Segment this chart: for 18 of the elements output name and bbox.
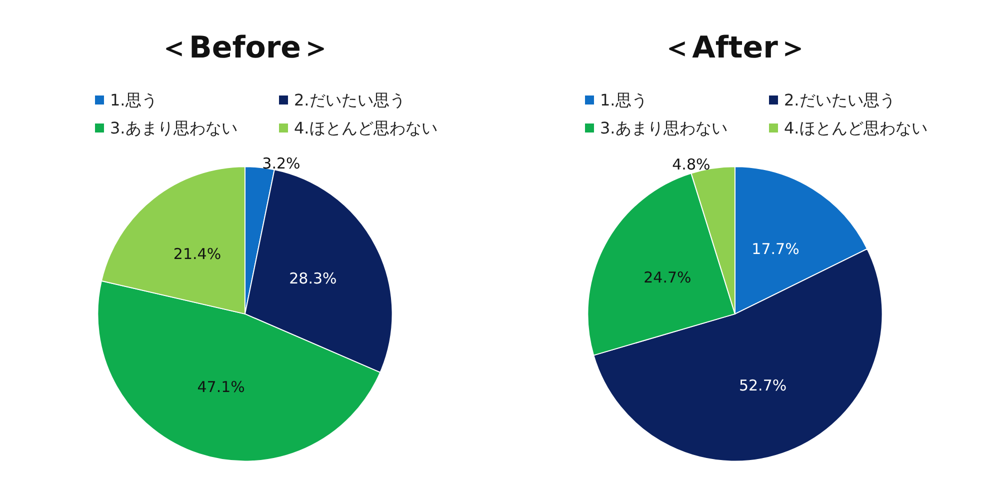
data-label: 52.7% bbox=[738, 376, 787, 394]
legend-label: 4.ほとんど思わない bbox=[294, 118, 438, 138]
data-label: 21.4% bbox=[173, 244, 222, 263]
legend-label: 1.思う bbox=[110, 90, 158, 110]
data-label: 47.1% bbox=[197, 378, 245, 396]
legend-label: 2.だいたい思う bbox=[784, 90, 896, 110]
legend-label: 3.あまり思わない bbox=[110, 118, 238, 138]
data-label: 17.7% bbox=[752, 240, 800, 258]
chart-title: ＜After＞ bbox=[662, 30, 808, 66]
legend-label: 3.あまり思わない bbox=[600, 118, 728, 138]
data-label: 28.3% bbox=[289, 270, 337, 288]
chart-title: ＜Before＞ bbox=[158, 30, 332, 66]
data-label: 24.7% bbox=[644, 268, 692, 287]
legend-label: 4.ほとんど思わない bbox=[784, 118, 928, 138]
data-label: 4.8% bbox=[672, 155, 710, 174]
legend-label: 1.思う bbox=[600, 90, 648, 110]
data-label: 3.2% bbox=[262, 154, 300, 172]
legend-label: 2.だいたい思う bbox=[294, 90, 406, 110]
